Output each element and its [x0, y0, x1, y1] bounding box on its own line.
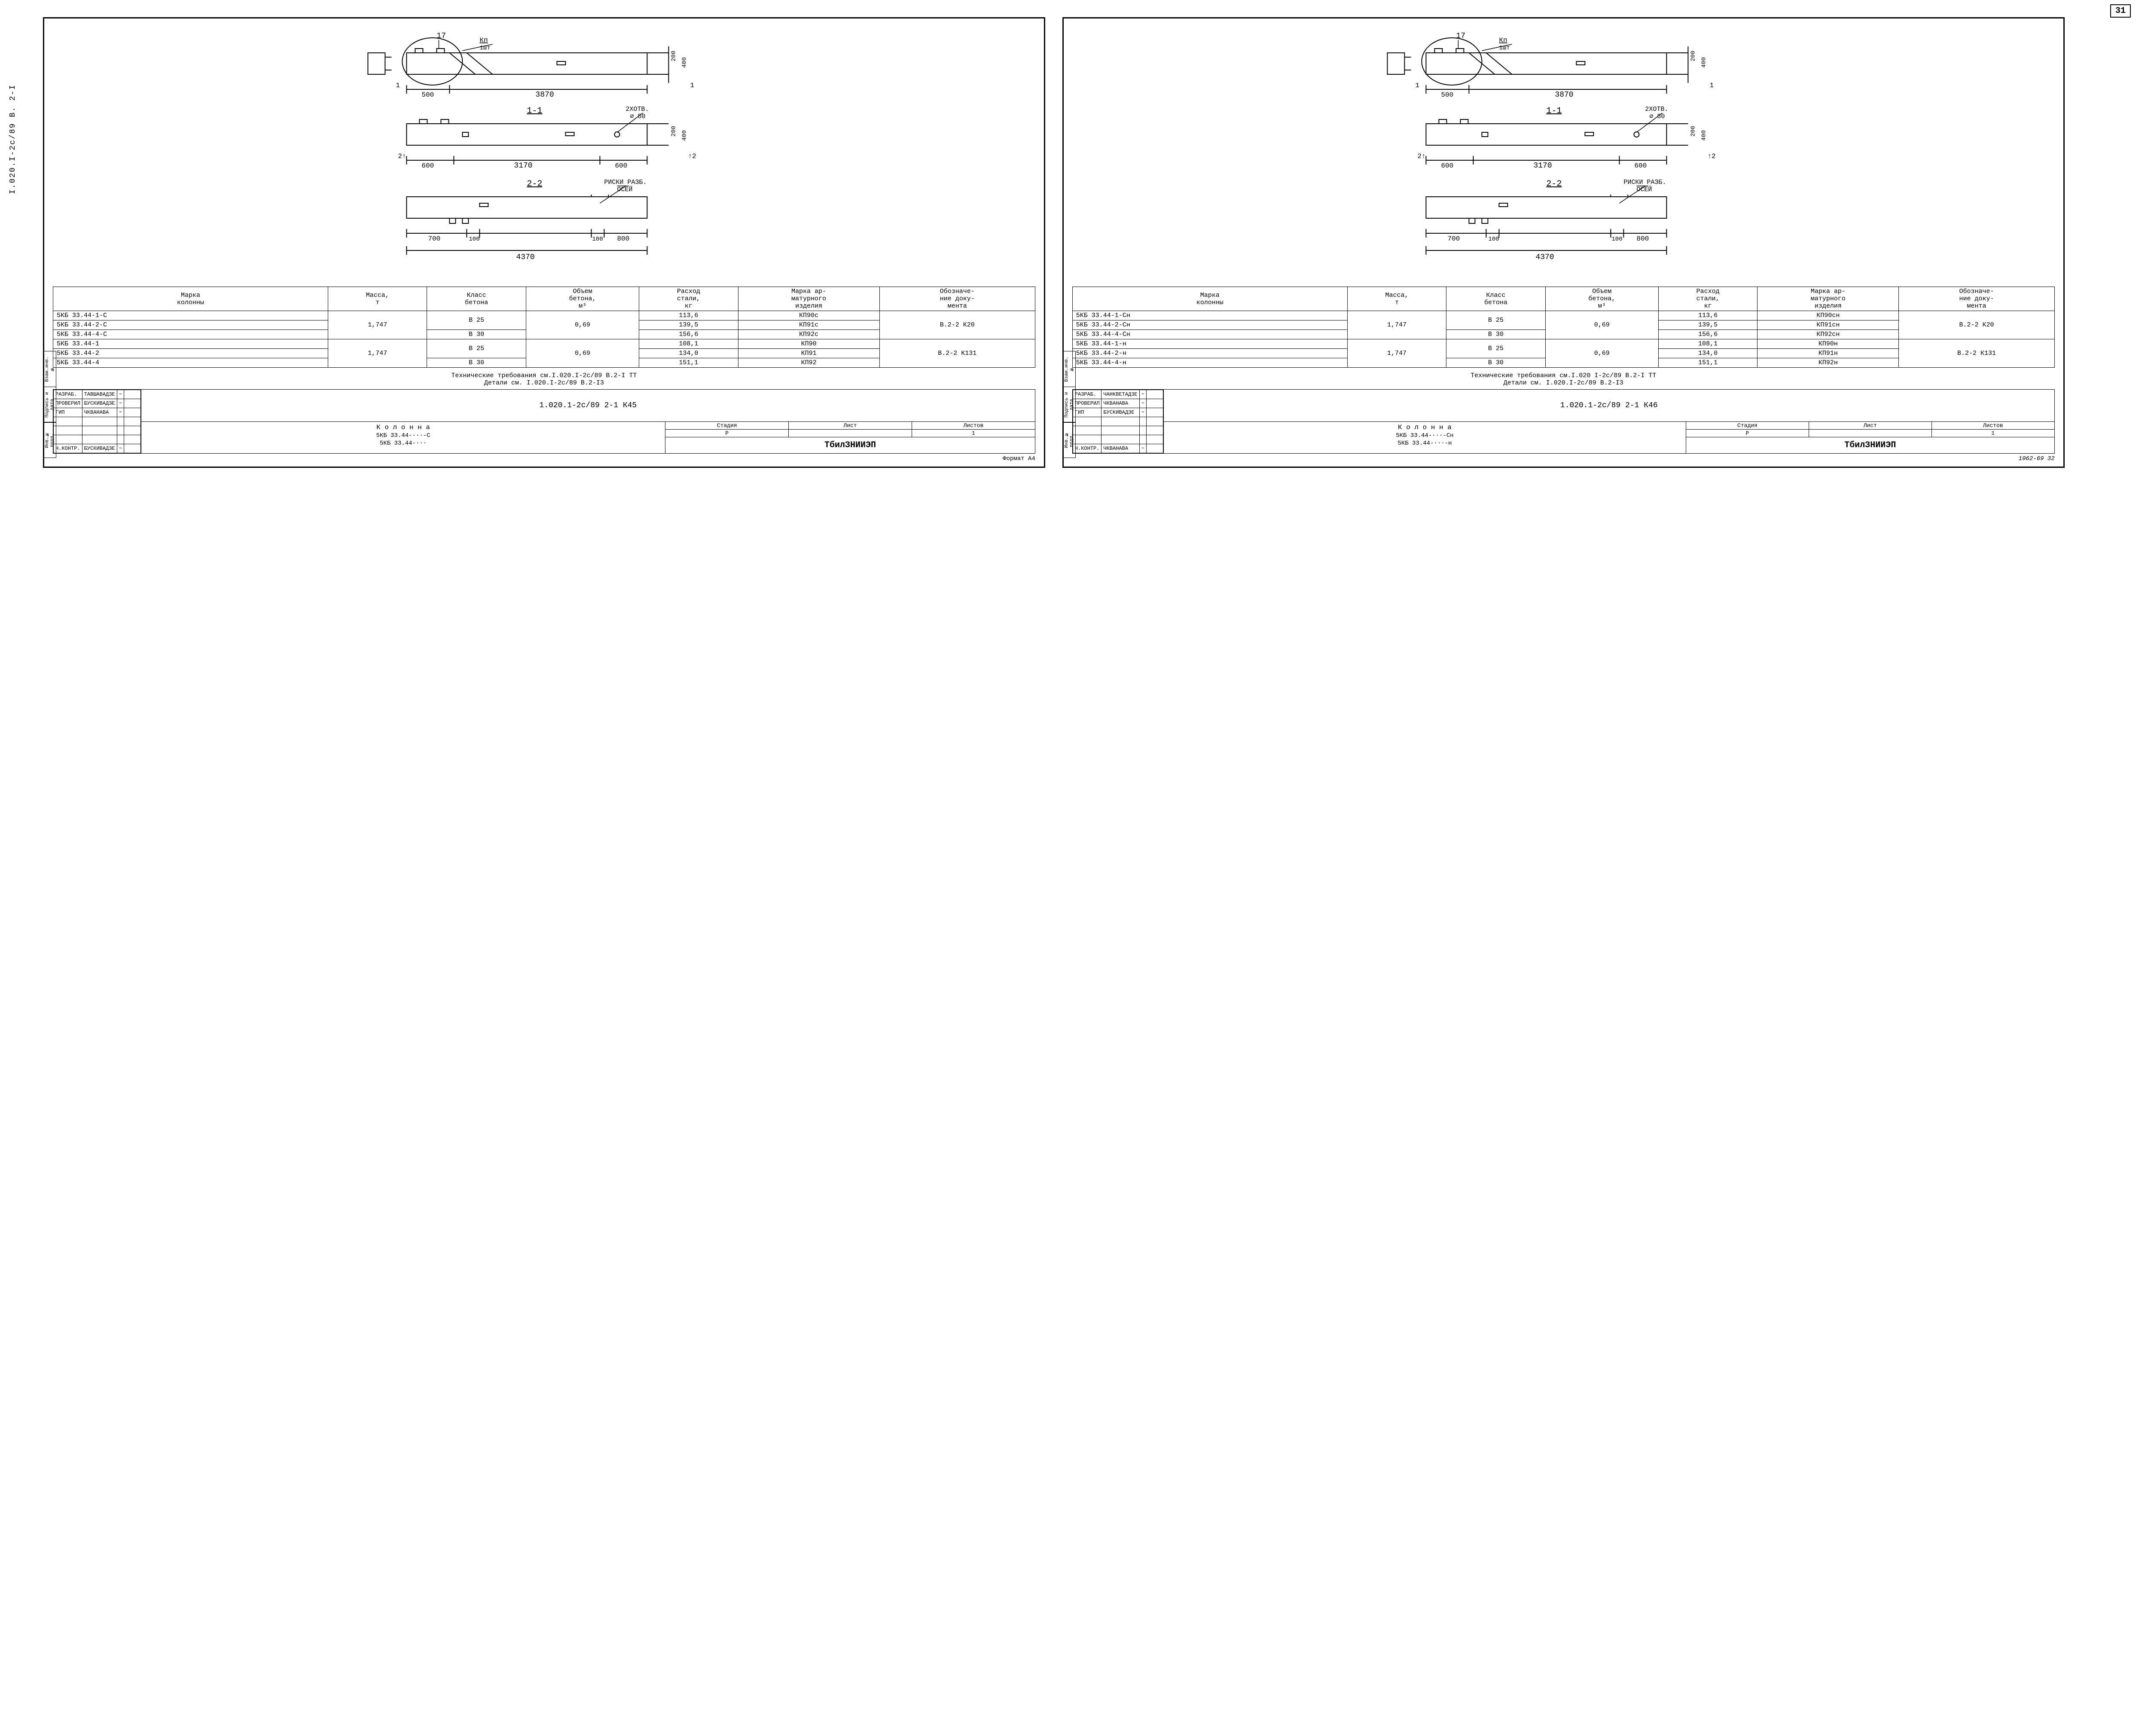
- page-number: 31: [2110, 4, 2131, 18]
- th-mark: Маркаколонны: [53, 287, 328, 311]
- svg-text:200: 200: [670, 51, 677, 61]
- strip-cell: Инв.№ подл.: [43, 422, 56, 458]
- th-reinf: Марка ар-матурногоизделия: [738, 287, 879, 311]
- signatures-block: РАЗРАБ.ЧАНКВЕТАДЗЕ~ ПРОВЕРИЛЧКВАНАВА~ ГИ…: [1073, 390, 1164, 453]
- callout-17: 17: [436, 32, 446, 40]
- archive-note: 1962-69 32: [1072, 454, 2055, 462]
- svg-text:500: 500: [421, 91, 434, 99]
- drawing-title: К о л о н н а 5КБ 33.44-···-Сн 5КБ 33.44…: [1164, 422, 1686, 454]
- svg-text:700: 700: [428, 235, 440, 243]
- technical-notes: Технические требования см.I.020.I-2с/89 …: [53, 368, 1035, 389]
- strip-cell: Взам.инв.№: [43, 351, 56, 387]
- th-vol: Объембетона,м³: [526, 287, 639, 311]
- svg-text:ОСЕЙ: ОСЕЙ: [617, 186, 632, 193]
- format-note: Формат А4: [53, 454, 1035, 462]
- drawing-area: [1072, 27, 2055, 285]
- binding-strip: Взам.инв.№Подпись и датаИнв.№ подл.: [1063, 352, 1076, 458]
- technical-notes: Технические требования см.I.020 I-2с/89 …: [1072, 368, 2055, 389]
- svg-text:1: 1: [396, 82, 400, 89]
- sheet-left: Взам.инв.№ Подпись и дата Инв.№ подл.: [43, 17, 1045, 468]
- document-code: 1.020.1-2с/89 2-1 К45: [141, 390, 1035, 422]
- svg-text:3170: 3170: [514, 162, 532, 170]
- specification-table: Маркаколонны Масса,т Классбетона Объембе…: [53, 287, 1035, 368]
- svg-text:400: 400: [681, 130, 688, 141]
- drawing-title: К о л о н н а 5КБ 33.44-···-С 5КБ 33.44-…: [141, 422, 665, 454]
- svg-text:600: 600: [615, 162, 627, 170]
- th-class: Классбетона: [427, 287, 526, 311]
- svg-text:2↑: 2↑: [398, 153, 406, 160]
- svg-text:200: 200: [670, 126, 677, 137]
- th-mass: Масса,т: [328, 287, 427, 311]
- svg-text:100: 100: [469, 236, 479, 243]
- section-1-1: 1-1: [527, 106, 542, 116]
- section-2-2: 2-2: [527, 179, 542, 189]
- binding-strip: Взам.инв.№ Подпись и дата Инв.№ подл.: [43, 352, 56, 458]
- title-block: РАЗРАБ.ТАВШАВАДЗЕ~ ПРОВЕРИЛБУСКИВАДЗЕ~ Г…: [53, 389, 1035, 454]
- document-code: 1.020.1-2с/89 2-1 К46: [1164, 390, 2054, 422]
- strip-cell: Подпись и дата: [43, 387, 56, 423]
- th-doc: Обозначе-ние доку-мента: [879, 287, 1035, 311]
- title-block: РАЗРАБ.ЧАНКВЕТАДЗЕ~ ПРОВЕРИЛЧКВАНАВА~ ГИ…: [1072, 389, 2055, 454]
- side-document-code: I.020.I-2с/89 В. 2-I: [9, 84, 17, 194]
- svg-text:600: 600: [421, 162, 434, 170]
- svg-text:РИСКИ РАЗБ.: РИСКИ РАЗБ.: [604, 179, 647, 186]
- signatures-block: РАЗРАБ.ТАВШАВАДЗЕ~ ПРОВЕРИЛБУСКИВАДЗЕ~ Г…: [53, 390, 141, 453]
- svg-text:3870: 3870: [535, 91, 554, 99]
- svg-text:800: 800: [617, 235, 629, 243]
- technical-drawing: [1072, 27, 2055, 285]
- organization: ТбилЗНИИЭП: [1686, 437, 2054, 454]
- sheet-right: Взам.инв.№Подпись и датаИнв.№ подл. Марк…: [1062, 17, 2065, 468]
- svg-text:↑2: ↑2: [688, 153, 696, 160]
- drawing-area: 17 Кп 1шт 500 3870 200 400 1 1 1-1 2ХОТВ…: [53, 27, 1035, 285]
- technical-drawing: 17 Кп 1шт 500 3870 200 400 1 1 1-1 2ХОТВ…: [53, 27, 1035, 285]
- svg-text:2ХОТВ.: 2ХОТВ.: [625, 106, 649, 113]
- svg-text:4370: 4370: [516, 253, 534, 262]
- svg-text:1: 1: [690, 82, 694, 89]
- specification-table: Маркаколонны Масса,тКлассбетона Объембет…: [1072, 287, 2055, 368]
- svg-text:400: 400: [681, 57, 688, 68]
- svg-text:100: 100: [592, 236, 603, 243]
- organization: ТбилЗНИИЭП: [665, 437, 1035, 454]
- kp-label: Кп: [479, 37, 488, 44]
- th-steel: Расходстали,кг: [639, 287, 738, 311]
